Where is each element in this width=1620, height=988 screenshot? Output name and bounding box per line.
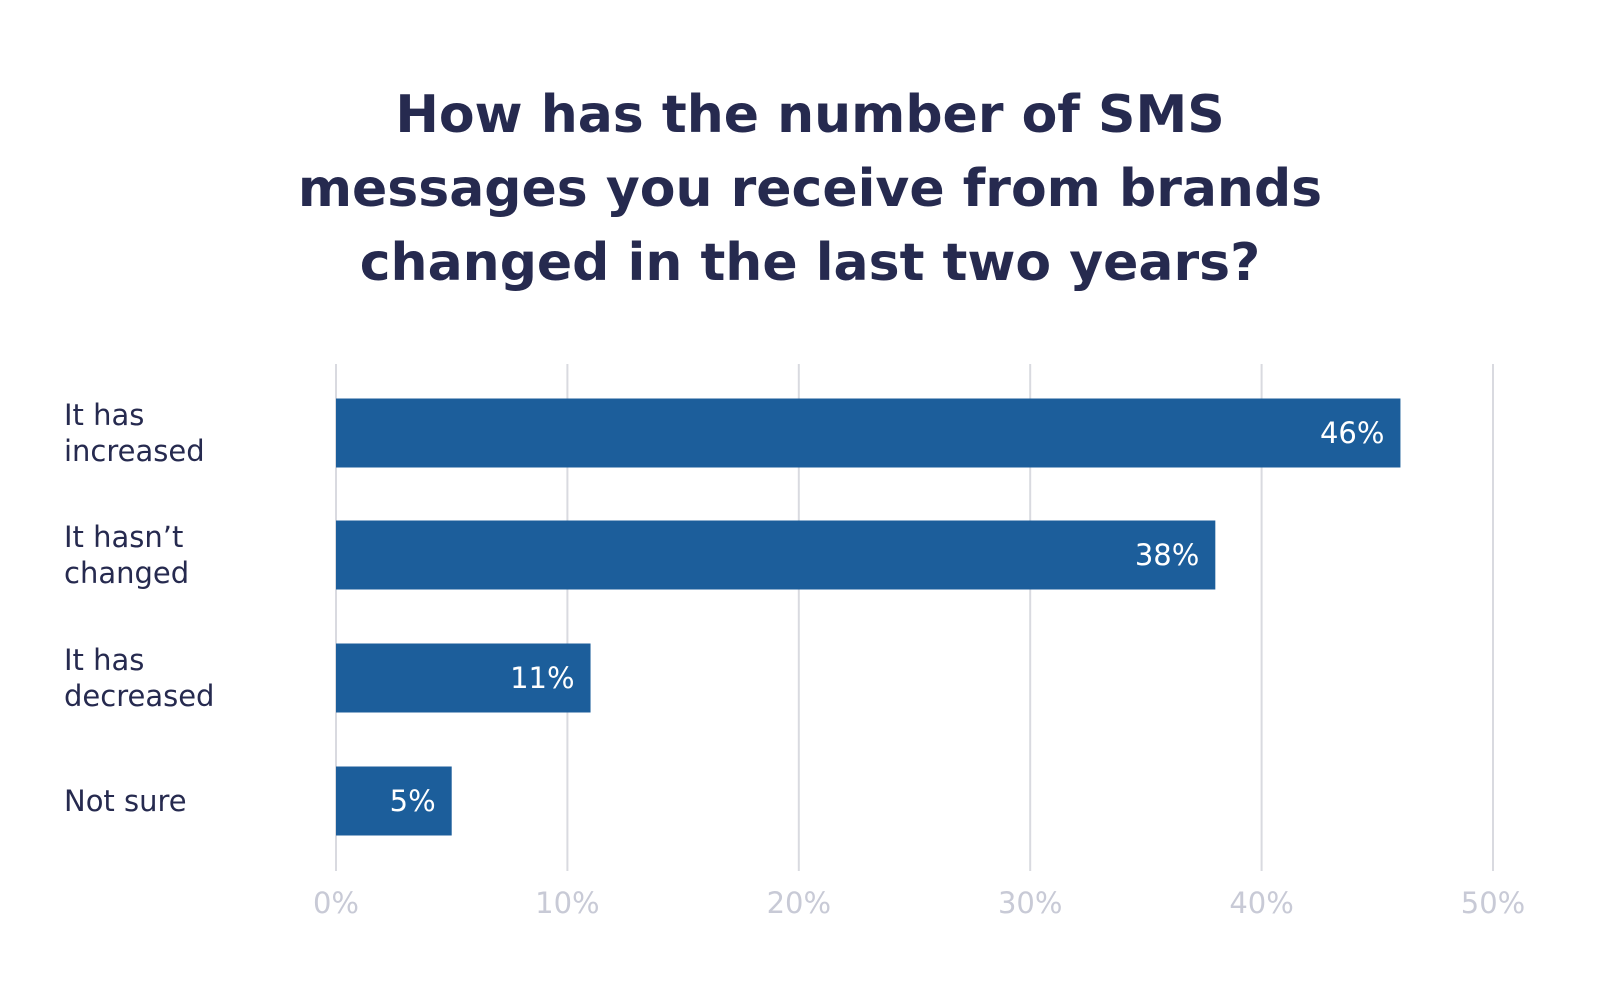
- value-label: 46%: [1320, 416, 1384, 450]
- y-tick-label: It hasn’t changed: [64, 520, 190, 590]
- y-tick-label: Not sure: [64, 784, 187, 818]
- y-tick-label: It has increased: [64, 398, 205, 468]
- chart-title: How has the number of SMS messages you r…: [297, 85, 1323, 293]
- value-label: 5%: [390, 784, 436, 818]
- x-tick-label: 50%: [1461, 886, 1525, 920]
- x-tick-label: 0%: [313, 886, 359, 920]
- bar: [336, 520, 1216, 590]
- value-label: 11%: [510, 661, 574, 695]
- y-tick-label: It has decreased: [64, 643, 215, 713]
- x-tick-label: 40%: [1229, 886, 1293, 920]
- value-label: 38%: [1135, 538, 1199, 572]
- x-tick-label: 20%: [767, 886, 831, 920]
- x-tick-label: 30%: [998, 886, 1062, 920]
- bar: [336, 643, 591, 713]
- bar: [336, 398, 1401, 468]
- bar: [336, 766, 452, 836]
- x-tick-label: 10%: [535, 886, 599, 920]
